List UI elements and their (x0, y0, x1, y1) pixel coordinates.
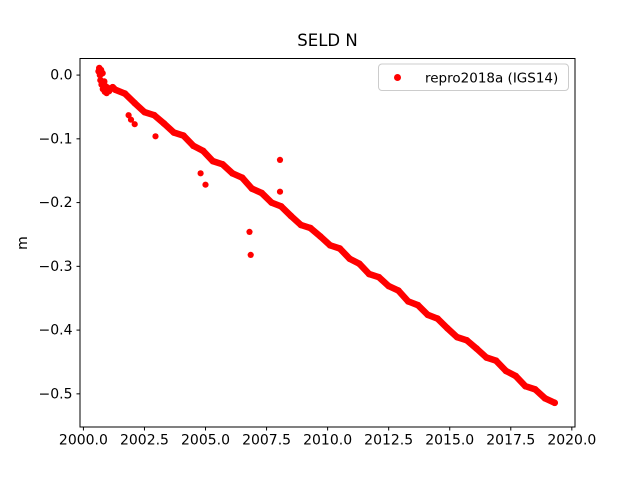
y-tick-label: −0.1 (39, 131, 73, 147)
data-point (180, 132, 187, 139)
y-tick-label: −0.2 (39, 195, 73, 211)
legend-label: repro2018a (IGS14) (425, 71, 558, 87)
data-point (121, 90, 129, 97)
data-point (385, 282, 393, 290)
data-point (444, 324, 451, 332)
data-point (346, 255, 353, 262)
x-tick-label: 2010.0 (303, 433, 352, 449)
y-axis-label: m (15, 236, 31, 250)
data-point (414, 301, 422, 309)
data-point (522, 382, 529, 390)
tick-layer: 2000.0 2002.5 2005.0 2007.5 2010.0 2012.5 2015… (39, 68, 597, 449)
data-point (238, 174, 246, 181)
data-point (463, 337, 471, 344)
x-tick-label: 2012.5 (364, 433, 413, 449)
data-point (107, 85, 114, 93)
data-point (246, 228, 253, 235)
data-point (248, 185, 256, 192)
x-tick-label: 2002.5 (120, 433, 169, 449)
data-point (131, 121, 138, 128)
y-tick-label: −0.3 (39, 259, 73, 275)
data-point (365, 270, 373, 278)
data-point (424, 311, 432, 319)
data-point (268, 199, 275, 206)
data-point (541, 395, 549, 402)
data-point (531, 386, 539, 393)
data-point (276, 188, 284, 195)
y-tick-label: −0.5 (39, 386, 73, 402)
data-point (197, 170, 204, 177)
data-point (375, 273, 383, 281)
x-tick-label: 2005.0 (181, 433, 230, 449)
data-point (483, 354, 490, 361)
data-point (287, 212, 295, 220)
data-point (202, 181, 209, 188)
data-point (170, 129, 178, 136)
data-point (551, 399, 558, 407)
data-point (99, 69, 106, 77)
data-point (247, 251, 254, 258)
y-tick-label: −0.4 (39, 323, 73, 339)
legend: repro2018a (IGS14) (378, 63, 569, 91)
data-point (141, 108, 148, 116)
data-point (150, 111, 158, 119)
data-point (152, 133, 159, 140)
data-point (277, 203, 285, 210)
data-point (229, 170, 236, 177)
data-point (111, 86, 119, 93)
data-point (127, 116, 135, 123)
legend-marker-icon (394, 74, 401, 81)
chart-title: SELD N (297, 31, 357, 50)
data-point (100, 78, 108, 85)
y-tick-label: 0.0 (50, 68, 72, 84)
x-tick-label: 2000.0 (59, 433, 108, 449)
legend-box (378, 63, 569, 91)
data-point (404, 298, 412, 305)
data-point (395, 287, 402, 294)
data-point (276, 156, 284, 163)
x-tick-label: 2017.5 (486, 433, 535, 449)
x-tick-label: 2007.5 (242, 433, 291, 449)
data-point (326, 242, 334, 249)
data-point (219, 161, 226, 168)
data-series-layer (95, 64, 558, 407)
data-point (512, 372, 519, 380)
data-point (336, 245, 344, 252)
data-point (131, 99, 138, 107)
data-point (356, 260, 363, 268)
x-tick-label: 2015.0 (425, 433, 474, 449)
data-point (317, 233, 324, 240)
data-point (307, 224, 314, 232)
data-point (190, 142, 197, 150)
data-point (492, 357, 500, 365)
data-point (258, 189, 266, 197)
data-point (434, 315, 441, 322)
data-point (209, 157, 217, 165)
data-point (297, 221, 305, 229)
data-point (473, 345, 480, 352)
data-point (453, 333, 461, 341)
data-point (502, 367, 510, 375)
x-tick-label: 2020.0 (547, 433, 596, 449)
data-point (160, 120, 168, 127)
data-point (199, 147, 207, 155)
